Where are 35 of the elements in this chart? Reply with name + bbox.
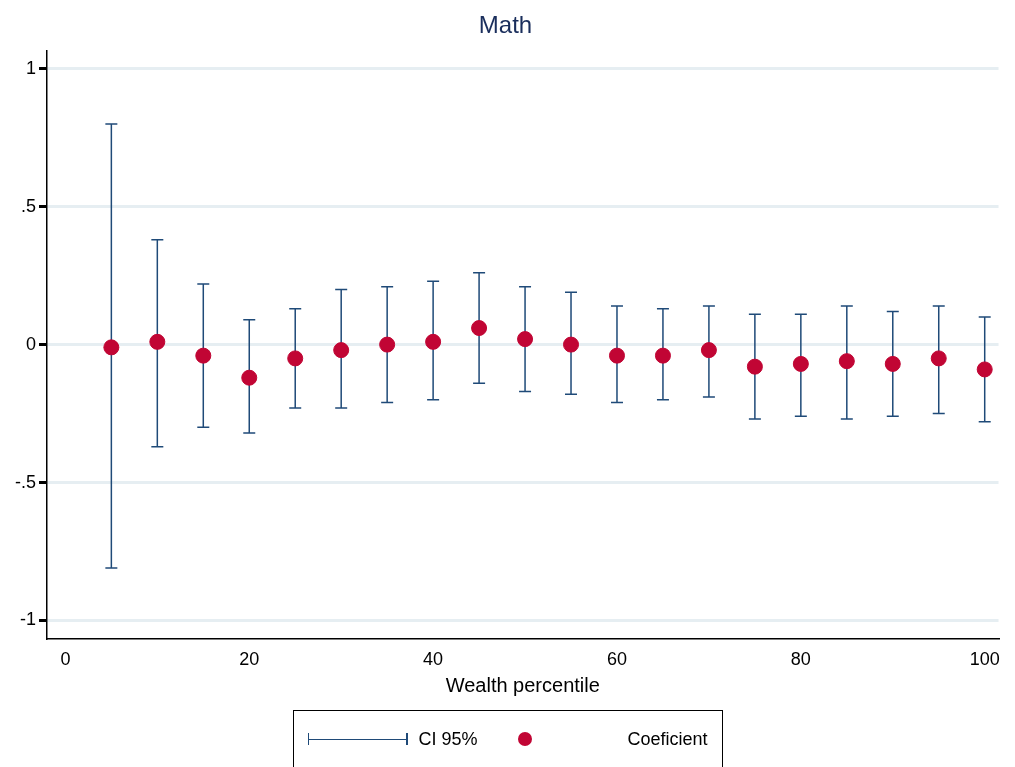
text: CI 95% xyxy=(418,728,478,750)
y-tick-label: 0 xyxy=(25,333,37,354)
point xyxy=(425,333,442,350)
point xyxy=(379,336,396,353)
chart-title: Math xyxy=(478,11,533,39)
point xyxy=(792,355,809,372)
point xyxy=(333,342,350,359)
point xyxy=(517,331,534,348)
point xyxy=(103,339,120,356)
point xyxy=(976,361,993,378)
x-tick-label: 100 xyxy=(969,649,1000,670)
x-tick-label: 60 xyxy=(606,649,627,670)
point xyxy=(241,369,258,386)
x-tick-label: 20 xyxy=(239,649,260,670)
y-tick-label: .5 xyxy=(20,195,37,216)
x-tick-label: 0 xyxy=(60,649,71,670)
point xyxy=(287,350,304,367)
point xyxy=(746,358,763,375)
point xyxy=(471,320,488,337)
x-tick-label: 80 xyxy=(790,649,811,670)
x-tick-label: 40 xyxy=(423,649,444,670)
point xyxy=(654,347,671,364)
point xyxy=(838,353,855,370)
text: Coeficient xyxy=(627,728,708,750)
point xyxy=(563,336,580,353)
point xyxy=(608,347,625,364)
y-tick-label: -.5 xyxy=(14,471,37,492)
point xyxy=(930,350,947,367)
y-tick-label: 1 xyxy=(25,57,37,78)
point xyxy=(195,347,212,364)
point xyxy=(884,355,901,372)
point xyxy=(149,333,166,350)
point xyxy=(700,342,717,359)
y-tick-label: -1 xyxy=(19,609,37,630)
x-axis-title: Wealth percentile xyxy=(445,673,600,696)
